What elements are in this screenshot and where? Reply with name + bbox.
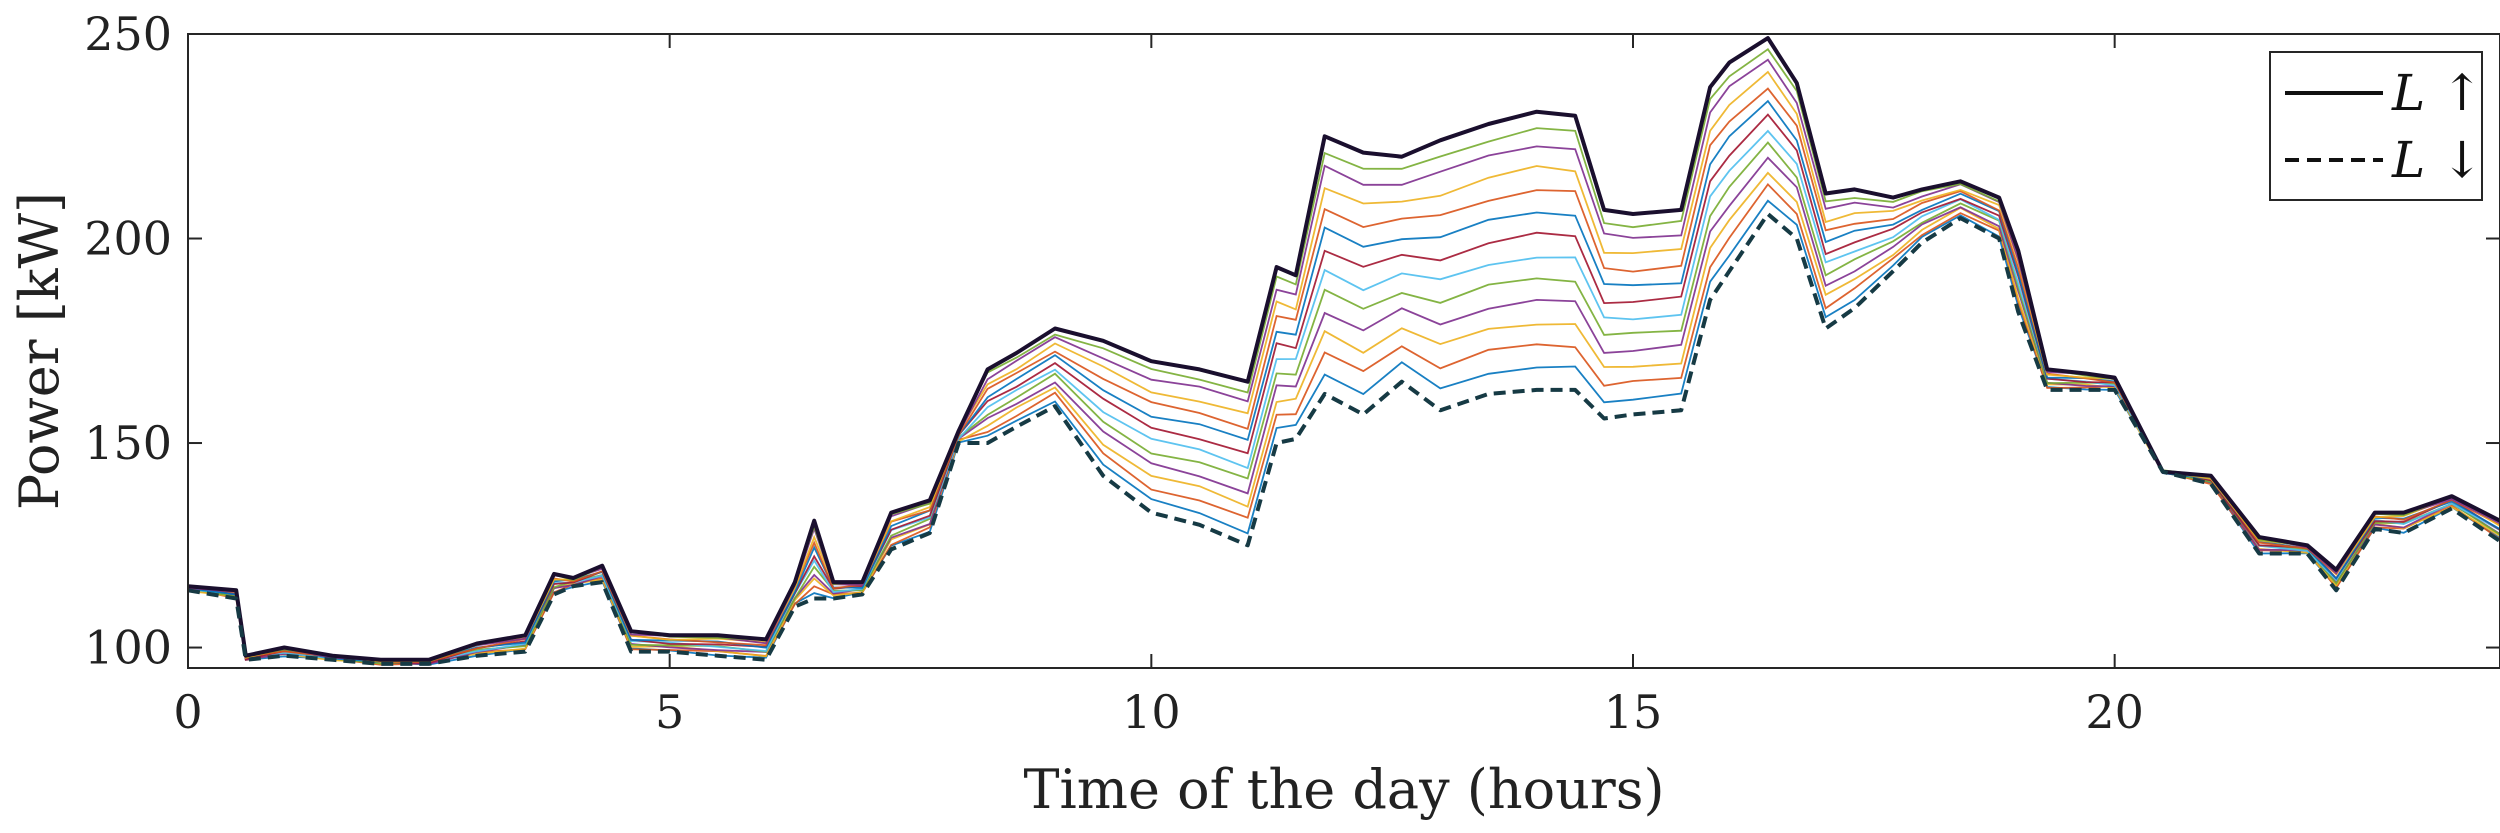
intermediate-series-line — [187, 183, 2500, 666]
x-tick-label: 5 — [655, 685, 684, 739]
intermediate-series-group — [187, 48, 2500, 666]
legend-label-upper: L ↑ — [2391, 64, 2483, 122]
legend-label-lower: L ↓ — [2391, 131, 2483, 189]
axis-tick-labels: 0 5 10 15 20 100 150 200 250 — [84, 7, 2144, 739]
intermediate-series-line — [187, 156, 2500, 665]
x-tick-label: 20 — [2085, 685, 2144, 739]
series-line-upper — [187, 36, 2500, 662]
intermediate-series-line — [187, 48, 2500, 663]
intermediate-series-line — [187, 58, 2500, 662]
axis-ticks — [187, 33, 2500, 668]
series-line-lower — [187, 212, 2500, 666]
y-tick-label: 150 — [84, 416, 172, 470]
x-tick-label: 0 — [173, 685, 202, 739]
intermediate-series-line — [187, 171, 2500, 664]
intermediate-series-line — [187, 199, 2500, 666]
bound-series-group — [187, 36, 2500, 666]
legend: L ↑ L ↓ — [2269, 51, 2483, 201]
intermediate-series-line — [187, 141, 2500, 665]
y-tick-label: 250 — [84, 7, 172, 61]
legend-box — [2269, 51, 2483, 201]
y-axis-label: Power [kW] — [8, 192, 71, 510]
y-tick-label: 200 — [84, 212, 172, 266]
intermediate-series-line — [187, 99, 2500, 663]
plot-area-frame — [187, 33, 2500, 669]
x-tick-label: 10 — [1122, 685, 1181, 739]
y-tick-label: 100 — [84, 621, 172, 675]
intermediate-series-line — [187, 129, 2500, 663]
intermediate-series-line — [187, 113, 2500, 664]
x-tick-label: 15 — [1604, 685, 1663, 739]
x-axis-label: Time of the day (hours) — [1023, 758, 1664, 821]
